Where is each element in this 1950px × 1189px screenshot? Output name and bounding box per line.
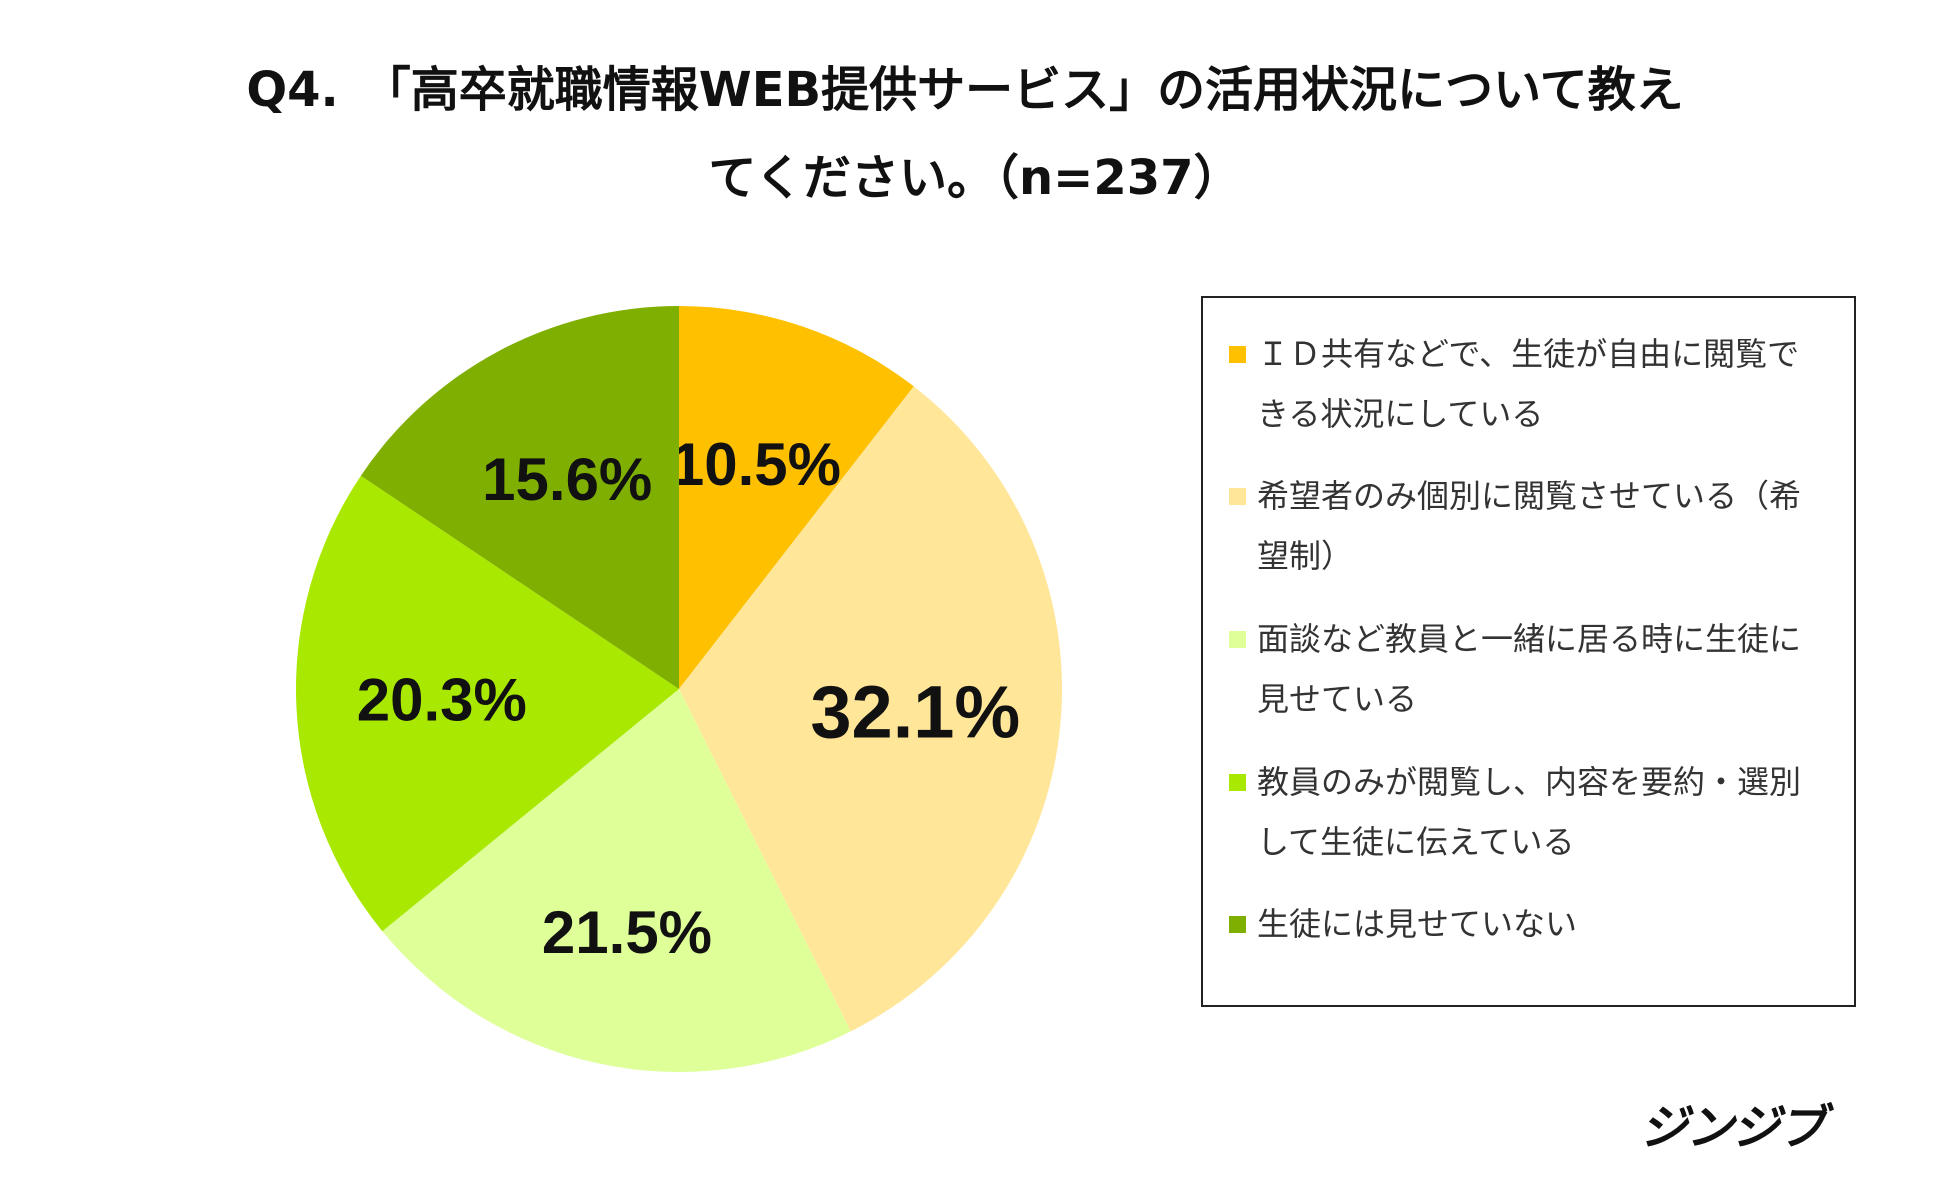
legend-swatch bbox=[1229, 488, 1246, 505]
pie-slice bbox=[679, 386, 1062, 1032]
chart-title-line1: Q4. 「高卒就職情報WEB提供サービス」の活用状況について教え bbox=[246, 62, 1684, 118]
legend-label: 生徒には見せていない bbox=[1257, 905, 1578, 943]
data-label: 20.3% bbox=[357, 667, 527, 734]
legend-swatch bbox=[1229, 346, 1246, 363]
legend-swatch bbox=[1229, 916, 1246, 933]
data-label: 21.5% bbox=[542, 899, 712, 966]
legend-item: 教員のみが閲覧し、内容を要約・選別して生徒に伝えている bbox=[1229, 752, 1829, 872]
data-label: 32.1% bbox=[810, 671, 1020, 754]
legend: ＩＤ共有などで、生徒が自由に閲覧できる状況にしている 希望者のみ個別に閲覧させて… bbox=[1201, 296, 1856, 1007]
legend-label: 希望者のみ個別に閲覧させている（希望制） bbox=[1257, 477, 1802, 575]
pie-slice bbox=[679, 306, 914, 689]
legend-label: ＩＤ共有などで、生徒が自由に閲覧できる状況にしている bbox=[1257, 335, 1800, 433]
legend-label: 面談など教員と一緒に居る時に生徒に見せている bbox=[1257, 620, 1802, 718]
legend-item: 面談など教員と一緒に居る時に生徒に見せている bbox=[1229, 609, 1829, 729]
legend-item: 希望者のみ個別に閲覧させている（希望制） bbox=[1229, 466, 1829, 586]
data-label: 10.5% bbox=[671, 431, 841, 498]
legend-item: ＩＤ共有などで、生徒が自由に閲覧できる状況にしている bbox=[1229, 324, 1829, 444]
legend-swatch bbox=[1229, 774, 1246, 791]
pie-slice bbox=[382, 689, 851, 1072]
legend-label: 教員のみが閲覧し、内容を要約・選別して生徒に伝えている bbox=[1257, 763, 1802, 861]
chart-title-line2: てください。（n=237） bbox=[708, 150, 1242, 206]
jinjib-logo: ジンジブ bbox=[1640, 1100, 1826, 1156]
pie-slice bbox=[296, 475, 679, 932]
data-label: 15.6% bbox=[482, 446, 652, 513]
legend-swatch bbox=[1229, 631, 1246, 648]
legend-item: 生徒には見せていない bbox=[1229, 894, 1829, 954]
pie-slice bbox=[360, 306, 679, 689]
